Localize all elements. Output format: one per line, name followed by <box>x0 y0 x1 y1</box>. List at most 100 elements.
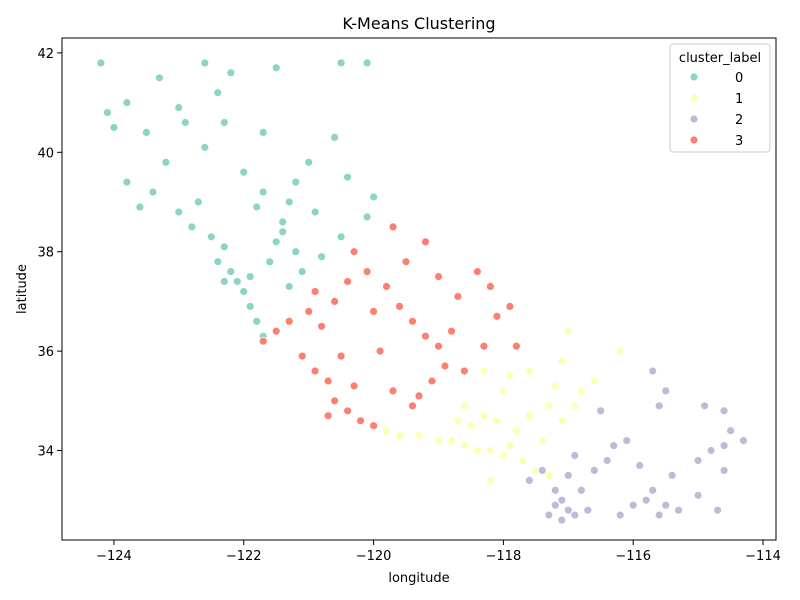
point-cluster-0 <box>310 207 320 217</box>
point-cluster-0 <box>239 287 249 296</box>
legend-marker-1 <box>689 93 699 103</box>
point-cluster-2 <box>719 441 729 451</box>
point-cluster-3 <box>323 376 333 386</box>
point-cluster-2 <box>537 465 547 475</box>
point-cluster-2 <box>661 500 671 510</box>
point-cluster-3 <box>447 326 456 336</box>
point-cluster-3 <box>310 366 320 376</box>
point-cluster-3 <box>336 351 346 361</box>
point-cluster-3 <box>271 326 281 336</box>
point-cluster-1 <box>395 431 404 441</box>
y-tick-label: 34 <box>37 445 54 460</box>
point-cluster-1 <box>459 441 469 451</box>
chart-title: K-Means Clustering <box>342 14 495 33</box>
point-cluster-0 <box>174 207 184 217</box>
legend-label-3: 3 <box>735 134 743 149</box>
point-cluster-1 <box>505 441 515 451</box>
point-cluster-2 <box>589 465 599 475</box>
point-cluster-0 <box>245 301 255 311</box>
point-cluster-0 <box>239 167 249 177</box>
legend-label-2: 2 <box>735 113 743 128</box>
point-cluster-3 <box>297 351 307 361</box>
point-cluster-2 <box>648 366 658 376</box>
x-tick-label: −118 <box>486 549 522 564</box>
point-cluster-3 <box>323 411 333 421</box>
point-cluster-3 <box>434 272 443 282</box>
point-cluster-0 <box>187 222 197 232</box>
point-cluster-2 <box>726 426 735 436</box>
point-cluster-1 <box>505 371 515 381</box>
point-cluster-2 <box>563 470 573 480</box>
point-cluster-3 <box>310 287 320 296</box>
point-cluster-3 <box>472 267 482 277</box>
legend-entry-0: 0 <box>689 71 743 86</box>
point-cluster-3 <box>421 237 430 247</box>
point-cluster-3 <box>492 311 502 321</box>
point-cluster-3 <box>362 267 372 277</box>
point-cluster-0 <box>258 127 268 137</box>
point-cluster-3 <box>414 391 424 401</box>
point-cluster-3 <box>408 316 417 326</box>
point-cluster-2 <box>557 495 567 505</box>
point-cluster-2 <box>557 515 567 525</box>
point-cluster-3 <box>512 341 521 351</box>
point-cluster-1 <box>550 381 560 391</box>
point-cluster-2 <box>661 386 671 396</box>
point-cluster-0 <box>284 197 294 207</box>
point-cluster-3 <box>369 306 379 316</box>
legend-marker-2 <box>689 114 699 124</box>
point-cluster-1 <box>466 421 476 431</box>
point-cluster-0 <box>297 267 307 277</box>
point-cluster-2 <box>654 401 664 411</box>
point-cluster-1 <box>485 475 495 485</box>
point-cluster-1 <box>544 401 554 411</box>
legend-entry-1: 1 <box>689 92 743 107</box>
point-cluster-0 <box>278 227 288 237</box>
point-cluster-2 <box>550 500 560 510</box>
point-cluster-0 <box>304 157 314 167</box>
point-cluster-0 <box>336 58 346 68</box>
point-cluster-2 <box>706 446 716 455</box>
point-cluster-0 <box>219 242 229 252</box>
point-cluster-0 <box>252 202 262 212</box>
point-cluster-3 <box>408 401 417 411</box>
legend-title: cluster_label <box>679 51 761 66</box>
y-tick-label: 38 <box>37 246 54 261</box>
point-cluster-1 <box>589 376 599 386</box>
point-cluster-1 <box>492 416 502 426</box>
point-cluster-3 <box>427 376 437 386</box>
point-cluster-2 <box>641 495 651 505</box>
point-cluster-0 <box>219 118 229 127</box>
point-cluster-0 <box>258 187 268 197</box>
point-cluster-0 <box>193 197 203 207</box>
point-cluster-2 <box>609 441 619 451</box>
point-cluster-0 <box>291 177 301 187</box>
point-cluster-1 <box>382 426 391 436</box>
point-cluster-3 <box>440 361 450 371</box>
x-axis-ticks: −124 −122 −120 −118 −116 −114 <box>96 540 781 564</box>
point-cluster-1 <box>498 386 508 396</box>
point-cluster-0 <box>278 217 288 227</box>
point-cluster-0 <box>252 316 262 326</box>
point-cluster-1 <box>576 386 586 396</box>
point-cluster-0 <box>96 58 106 68</box>
point-cluster-1 <box>524 366 534 376</box>
point-cluster-1 <box>563 326 573 336</box>
point-cluster-0 <box>226 267 236 277</box>
point-cluster-0 <box>206 232 216 242</box>
legend-label-0: 0 <box>735 71 743 86</box>
point-cluster-0 <box>369 192 379 202</box>
point-cluster-0 <box>148 187 158 197</box>
point-cluster-1 <box>557 416 567 426</box>
legend-entry-2: 2 <box>689 113 743 128</box>
point-cluster-3 <box>343 277 353 286</box>
point-cluster-2 <box>713 505 722 515</box>
point-cluster-2 <box>693 490 703 500</box>
point-cluster-1 <box>557 356 567 366</box>
point-cluster-0 <box>219 277 229 286</box>
point-cluster-2 <box>544 510 554 520</box>
point-cluster-0 <box>122 177 132 187</box>
point-cluster-2 <box>700 401 709 411</box>
point-cluster-3 <box>343 406 353 416</box>
point-cluster-0 <box>141 127 151 137</box>
